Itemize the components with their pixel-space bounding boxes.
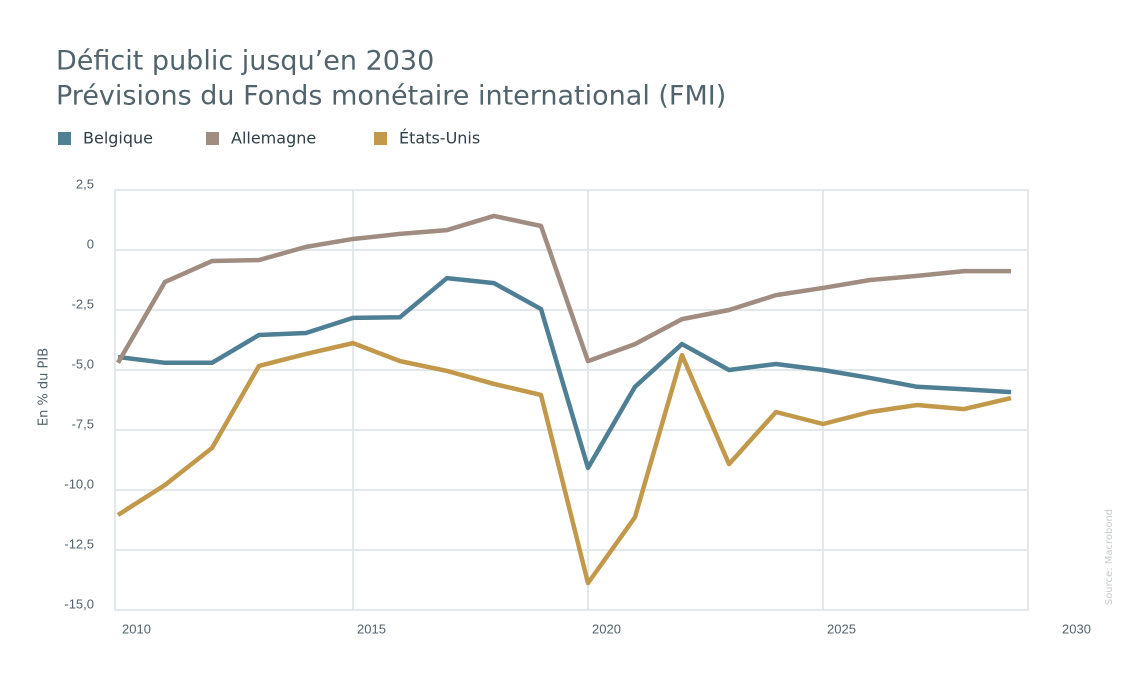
y-tick-label: 0 [87, 236, 94, 251]
legend-label: Allemagne [231, 129, 316, 148]
legend-label: États-Unis [399, 129, 480, 148]
x-tick-label: 2010 [122, 621, 151, 636]
y-tick-label: -5,0 [72, 356, 94, 371]
legend-label: Belgique [83, 129, 153, 148]
source: Source: Macrobond [1104, 509, 1115, 605]
y-tick-label: -2,5 [72, 296, 94, 311]
y-tick-label: 2,5 [76, 176, 94, 191]
y-tick-label: -15,0 [64, 596, 94, 611]
x-tick-label: 2020 [592, 621, 621, 636]
legend-swatch [58, 132, 71, 145]
line-series [116, 213, 1011, 364]
legend-swatch [206, 132, 219, 145]
chart-title: Déficit public jusqu’en 2030 [56, 46, 434, 77]
y-tick-label: -10,0 [64, 476, 94, 491]
y-tick-label: -7,5 [72, 416, 94, 431]
x-tick-label: 2030 [1062, 621, 1091, 636]
y-tick-label: -12,5 [64, 536, 94, 551]
y-axis-label: En % du PIB [37, 348, 52, 426]
line-series [116, 340, 1012, 586]
line-series [117, 275, 1012, 471]
plot-frame [114, 189, 1029, 611]
x-tick-label: 2025 [827, 621, 856, 636]
legend-swatch [374, 132, 387, 145]
chart-subtitle: Prévisions du Fonds monétaire internatio… [56, 81, 726, 112]
x-tick-label: 2015 [357, 621, 386, 636]
